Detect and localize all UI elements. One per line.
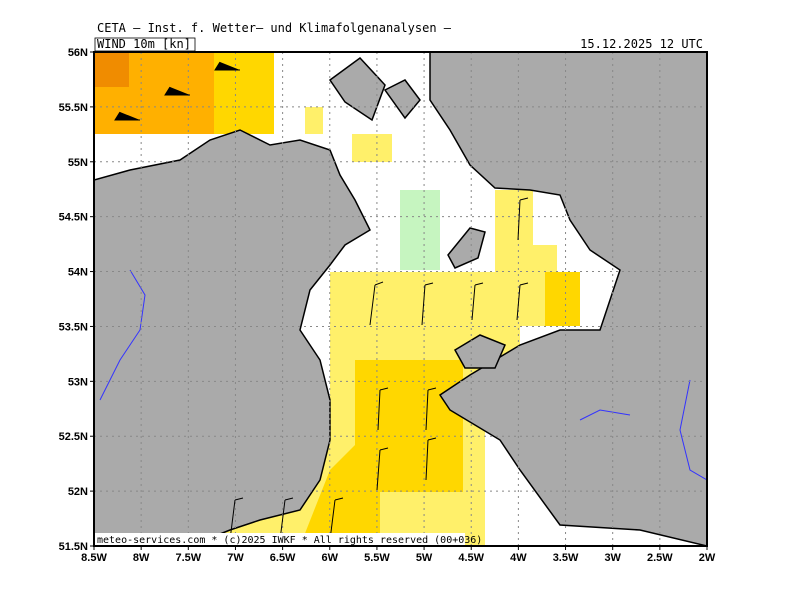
- datetime: 15.12.2025 12 UTC: [580, 37, 703, 51]
- lat-tick-label: 56N: [68, 47, 88, 59]
- frame: [93, 51, 708, 547]
- lat-tick-label: 54N: [68, 267, 88, 279]
- island: [328, 56, 386, 122]
- isle-of-man: [447, 227, 486, 269]
- lon-tick-label: 5W: [416, 552, 433, 564]
- lat-tick-label: 55.5N: [59, 102, 88, 114]
- map-area: [94, 52, 707, 546]
- lon-tick-label: 2W: [699, 552, 716, 564]
- lon-tick-label: 7W: [227, 552, 244, 564]
- lat-tick-label: 51.5N: [59, 541, 88, 553]
- lon-tick-label: 8W: [133, 552, 150, 564]
- lon-tick-label: 8.5W: [81, 552, 107, 564]
- lat-tick-label: 52.5N: [59, 431, 88, 443]
- lat-tick-label: 53.5N: [59, 321, 88, 333]
- land: [94, 52, 707, 546]
- footer: meteo-services.com * (c)2025 IWKF * All …: [97, 535, 482, 546]
- lon-tick-label: 6.5W: [270, 552, 296, 564]
- lon-tick-label: 7.5W: [175, 552, 201, 564]
- lon-tick-label: 4.5W: [458, 552, 484, 564]
- island: [383, 79, 421, 120]
- lon-tick-label: 2.5W: [647, 552, 673, 564]
- header-title: CETA — Inst. f. Wetter— und Klimafolgena…: [97, 21, 452, 35]
- anglesey: [453, 334, 506, 369]
- great-britain: [429, 52, 707, 546]
- lat-tick-label: 53N: [68, 376, 88, 388]
- rivers: [99, 269, 707, 481]
- lat-tick-label: 55N: [68, 157, 88, 169]
- lon-tick-label: 3W: [604, 552, 621, 564]
- lon-tick-label: 5.5W: [364, 552, 390, 564]
- lon-tick-label: 3.5W: [553, 552, 579, 564]
- lon-tick-label: 4W: [510, 552, 527, 564]
- field-box: [94, 37, 196, 52]
- wind-barbs: [114, 61, 529, 541]
- axes: 8.5W 8W 7.5W 7W 6.5W 6W 5.5W 5W 4.5W 4W 3.5W 3W 2.5W…: [59, 47, 716, 564]
- ireland: [94, 129, 371, 546]
- field-label: WIND 10m [kn]: [97, 37, 191, 51]
- lat-tick-label: 52N: [68, 486, 88, 498]
- lat-tick-label: 54.5N: [59, 212, 88, 224]
- footer-box: [95, 533, 465, 545]
- lon-tick-label: 6W: [322, 552, 339, 564]
